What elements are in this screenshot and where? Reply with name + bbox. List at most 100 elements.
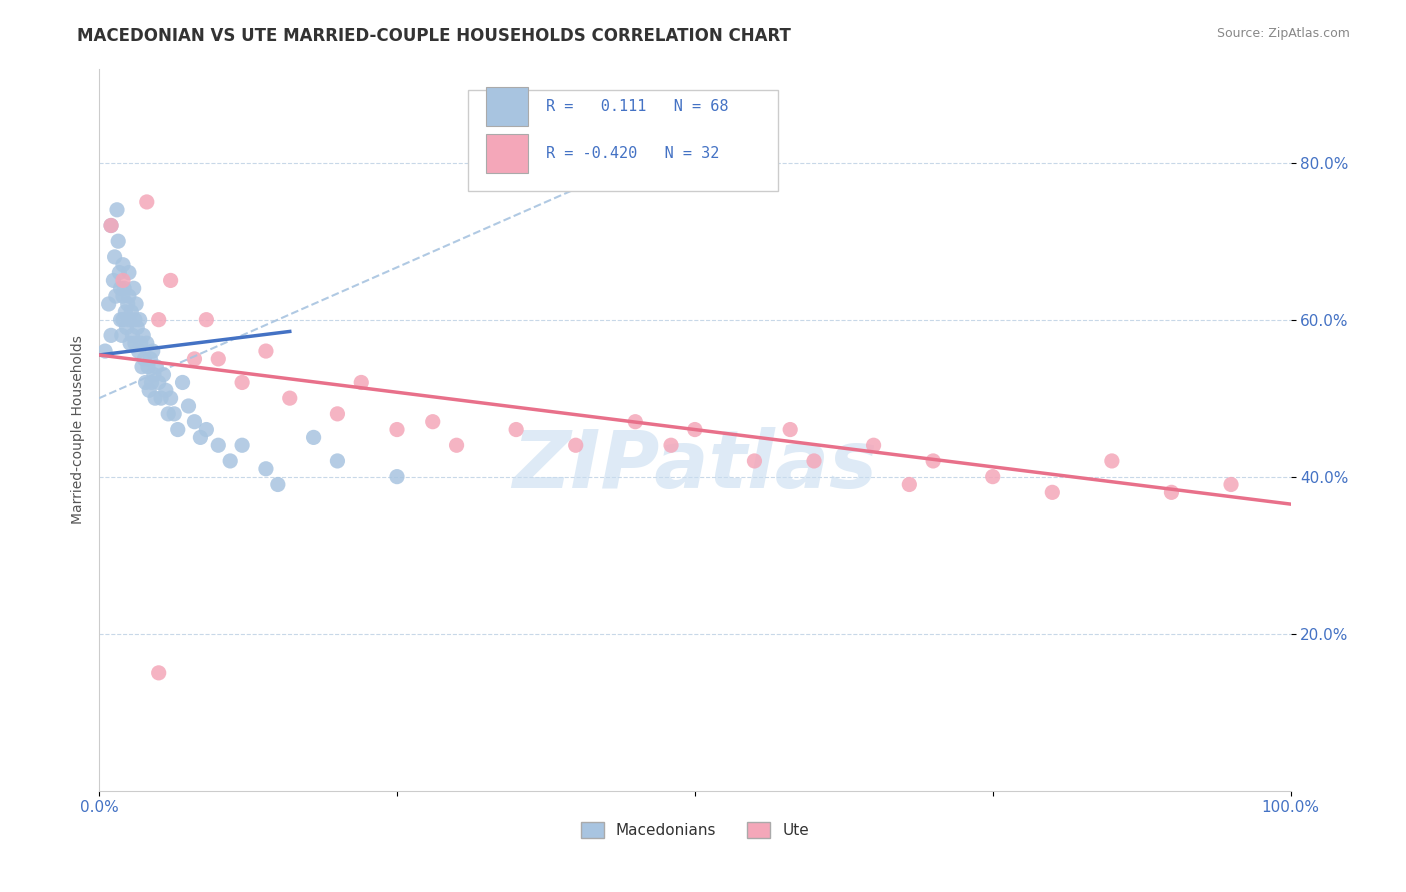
Text: ZIPatlas: ZIPatlas xyxy=(512,426,877,505)
Point xyxy=(100,219,122,233)
Point xyxy=(104,289,127,303)
Point xyxy=(207,351,229,366)
Point xyxy=(103,273,125,287)
Point xyxy=(135,376,157,390)
Point xyxy=(1220,477,1243,491)
Point xyxy=(922,454,945,468)
Point xyxy=(981,469,1004,483)
Point xyxy=(111,289,134,303)
FancyBboxPatch shape xyxy=(486,87,529,127)
Point xyxy=(100,328,122,343)
Point xyxy=(115,320,138,334)
Point xyxy=(254,462,277,476)
Point xyxy=(125,297,148,311)
Point xyxy=(129,336,152,351)
Point xyxy=(114,305,136,319)
Point xyxy=(1101,454,1123,468)
Point xyxy=(94,344,117,359)
Point xyxy=(163,407,186,421)
Point xyxy=(219,454,242,468)
Point xyxy=(118,289,141,303)
Point xyxy=(111,258,134,272)
Point xyxy=(150,391,173,405)
Point xyxy=(898,477,921,491)
Point xyxy=(385,423,408,437)
Point xyxy=(278,391,301,405)
Point xyxy=(104,250,127,264)
Point xyxy=(659,438,682,452)
Point xyxy=(122,281,145,295)
Point xyxy=(190,430,212,444)
FancyBboxPatch shape xyxy=(468,90,779,191)
Point xyxy=(744,454,766,468)
Point xyxy=(302,430,325,444)
Point xyxy=(131,359,153,374)
Point xyxy=(422,415,444,429)
Point xyxy=(132,328,155,343)
Point xyxy=(172,376,194,390)
Text: R = -0.420   N = 32: R = -0.420 N = 32 xyxy=(546,146,720,161)
Point xyxy=(142,368,165,382)
Text: Source: ZipAtlas.com: Source: ZipAtlas.com xyxy=(1216,27,1350,40)
Point xyxy=(110,312,132,326)
Point xyxy=(1040,485,1063,500)
Point xyxy=(127,320,149,334)
Point xyxy=(1160,485,1182,500)
Point xyxy=(141,376,163,390)
Point xyxy=(779,423,801,437)
Point xyxy=(152,368,174,382)
Point xyxy=(155,384,177,398)
Point xyxy=(177,399,200,413)
Point xyxy=(148,665,170,680)
Point xyxy=(118,312,141,326)
Point xyxy=(108,266,131,280)
Point xyxy=(105,202,128,217)
Point xyxy=(135,336,157,351)
Point xyxy=(117,297,139,311)
Point xyxy=(159,273,181,287)
FancyBboxPatch shape xyxy=(486,134,529,173)
Point xyxy=(183,351,205,366)
Point xyxy=(145,359,167,374)
Point xyxy=(138,384,160,398)
Point xyxy=(100,219,122,233)
Point xyxy=(120,305,142,319)
Point xyxy=(326,407,349,421)
Point xyxy=(124,312,146,326)
Point xyxy=(505,423,527,437)
Point xyxy=(124,336,146,351)
Point xyxy=(118,266,141,280)
Point xyxy=(350,376,373,390)
Point xyxy=(127,344,149,359)
Point xyxy=(121,328,143,343)
Point xyxy=(385,469,408,483)
Point xyxy=(148,312,170,326)
Point xyxy=(120,336,142,351)
Point xyxy=(683,423,706,437)
Point xyxy=(195,312,218,326)
Point xyxy=(110,281,132,295)
Point xyxy=(136,359,159,374)
Point xyxy=(142,344,165,359)
Point xyxy=(326,454,349,468)
Point xyxy=(148,376,170,390)
Point xyxy=(862,438,884,452)
Point xyxy=(195,423,218,437)
Point xyxy=(128,312,150,326)
Legend: Macedonians, Ute: Macedonians, Ute xyxy=(575,816,815,845)
Text: R =   0.111   N = 68: R = 0.111 N = 68 xyxy=(546,99,728,114)
Point xyxy=(112,281,135,295)
Point xyxy=(134,351,156,366)
Point xyxy=(231,438,253,452)
Point xyxy=(97,297,120,311)
Point xyxy=(254,344,277,359)
Text: MACEDONIAN VS UTE MARRIED-COUPLE HOUSEHOLDS CORRELATION CHART: MACEDONIAN VS UTE MARRIED-COUPLE HOUSEHO… xyxy=(77,27,792,45)
Point xyxy=(159,391,181,405)
Point xyxy=(803,454,825,468)
Point xyxy=(446,438,468,452)
Point xyxy=(267,477,290,491)
Point xyxy=(111,328,134,343)
Point xyxy=(207,438,229,452)
Point xyxy=(157,407,180,421)
Point xyxy=(143,391,166,405)
